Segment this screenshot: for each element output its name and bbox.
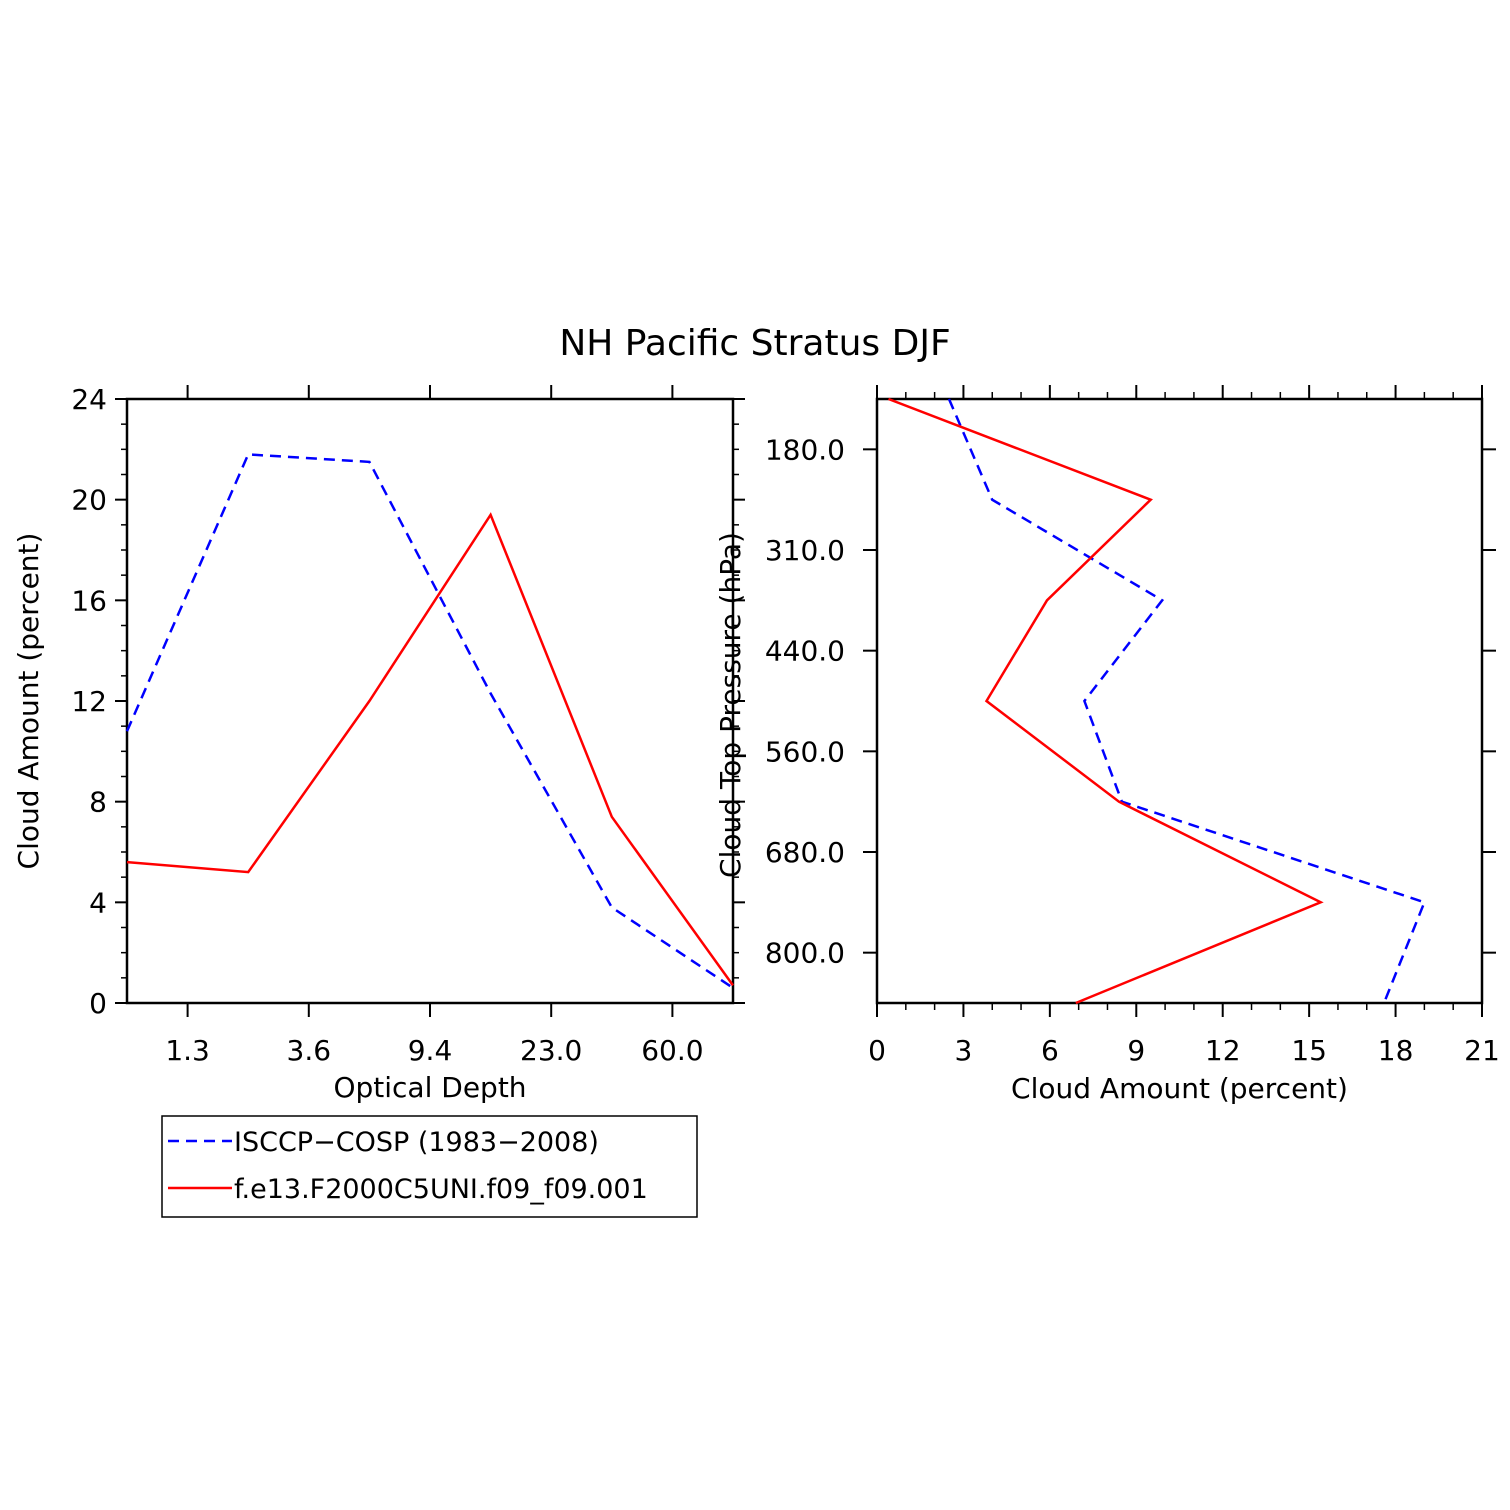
legend-box — [161, 1115, 698, 1218]
x-tick-label: 18 — [1378, 1034, 1414, 1067]
y-tick-label: 440.0 — [765, 635, 845, 668]
cloud-top-pressure-plot: 0 3 6 9 12 15 18 21 180.0 310.0 440.0 560.0 680.0 800… — [714, 385, 1500, 1105]
legend-label-model: f.e13.F2000C5UNI.f09_f09.001 — [234, 1174, 648, 1205]
series-line-model — [888, 397, 1324, 1005]
series-line-isccp — [125, 453, 734, 989]
x-tick-label: 0 — [868, 1034, 886, 1067]
legend-label-isccp: ISCCP−COSP (1983−2008) — [234, 1127, 599, 1158]
legend: ISCCP−COSP (1983−2008) f.e13.F2000C5UNI.… — [161, 1115, 698, 1218]
y-axis-label: Cloud Amount (percent) — [12, 533, 45, 870]
optical-depth-plot: 0 4 8 12 16 20 24 1.3 3.6 9.4 23.0 60.0 Optical Dept… — [12, 383, 745, 1104]
x-tick-label: 15 — [1291, 1034, 1327, 1067]
x-tick-label: 6 — [1041, 1034, 1059, 1067]
y-tick-label: 180.0 — [765, 433, 845, 466]
x-axis-label: Optical Depth — [333, 1071, 526, 1104]
x-tick-label: 12 — [1205, 1034, 1241, 1067]
x-tick-label: 3 — [955, 1034, 973, 1067]
plot-frame — [125, 397, 735, 1005]
y-axis-label: Cloud Top Pressure (hPa) — [714, 532, 747, 878]
x-tick-label: 3.6 — [287, 1034, 332, 1067]
y-tick-label: 4 — [89, 886, 107, 919]
y-tick-label: 680.0 — [765, 836, 845, 869]
y-tick-label: 0 — [89, 987, 107, 1020]
x-tick-label: 9 — [1127, 1034, 1145, 1067]
y-tick-label: 16 — [71, 584, 107, 617]
x-tick-label: 9.4 — [408, 1034, 453, 1067]
x-tick-label: 21 — [1464, 1034, 1500, 1067]
series-line-model — [126, 512, 735, 987]
x-axis-label: Cloud Amount (percent) — [1011, 1072, 1348, 1105]
y-tick-label: 310.0 — [765, 534, 845, 567]
figure-title: NH Pacific Stratus DJF — [559, 323, 950, 364]
series-line-isccp — [947, 398, 1427, 1004]
plot-frame — [875, 397, 1484, 1005]
y-tick-label: 20 — [71, 484, 107, 517]
y-tick-label: 12 — [71, 685, 107, 718]
y-tick-label: 8 — [89, 786, 107, 819]
x-tick-label: 60.0 — [641, 1034, 703, 1067]
x-tick-label: 1.3 — [165, 1034, 210, 1067]
x-tick-label: 23.0 — [520, 1034, 582, 1067]
y-tick-label: 24 — [71, 383, 107, 416]
y-tick-label: 800.0 — [765, 937, 845, 970]
y-tick-label: 560.0 — [765, 735, 845, 768]
